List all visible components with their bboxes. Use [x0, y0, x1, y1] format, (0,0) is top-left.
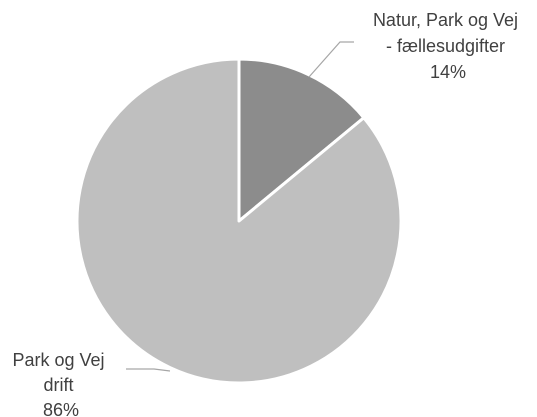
slice-label-line: Natur, Park og Vej - fællesudgifter 14% — [373, 10, 523, 82]
pie-slice-1 — [75, 57, 403, 385]
pie-slices — [75, 57, 403, 385]
slice-label-line-1: Park og Vej — [12, 350, 104, 370]
slice-percent-label: 14% — [430, 62, 466, 82]
slice-label-line-2: - fællesudgifter — [386, 36, 505, 56]
leader-lines — [126, 41, 354, 372]
leader-line-1 — [126, 368, 171, 372]
slice-label-line-2: drift — [43, 375, 73, 395]
pie-slice-0 — [237, 57, 366, 223]
leader-line-0 — [308, 41, 354, 78]
slice-label-line: Park og Vej drift 86% — [12, 350, 109, 417]
slice-label-line-1: Natur, Park og Vej — [373, 10, 518, 30]
slice-percent-label: 86% — [43, 400, 79, 417]
slice-label-group-drift: Park og Vej drift 86% — [12, 350, 109, 417]
slice-label-group-fællesudgifter: Natur, Park og Vej - fællesudgifter 14% — [373, 10, 523, 82]
